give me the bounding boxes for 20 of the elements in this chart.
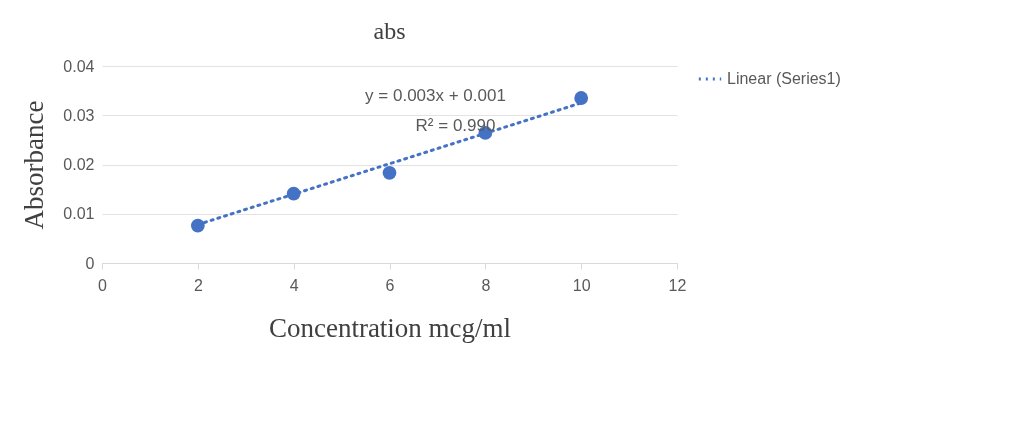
x-tick-label: 6 (385, 276, 395, 294)
y-tick-label: 0.04 (63, 57, 95, 75)
x-tick-label: 2 (193, 276, 203, 294)
point (382, 165, 397, 180)
y-tick-label: 0.02 (63, 156, 95, 173)
x-tick-label: 4 (289, 276, 299, 294)
y-tick-label: 0 (85, 254, 95, 272)
y-tick-label: 0.01 (63, 205, 95, 223)
y-axis-title: Absorbance (19, 100, 50, 230)
x-axis-title: Concentration mcg/ml (268, 312, 512, 343)
x-tick-label: 12 (668, 276, 687, 294)
point (574, 91, 589, 105)
y-tick-label: 0.03 (63, 106, 95, 124)
x-tick-label: 10 (572, 276, 591, 294)
x-tick-label: 8 (481, 276, 491, 294)
annotation: R² = 0.990 (415, 116, 496, 135)
annotation: y = 0.003x + 0.001 (365, 86, 506, 105)
legend-label: Linear (Series1) (727, 70, 841, 87)
chart-title: abs (373, 18, 406, 44)
x-tick-label: 0 (98, 276, 108, 294)
